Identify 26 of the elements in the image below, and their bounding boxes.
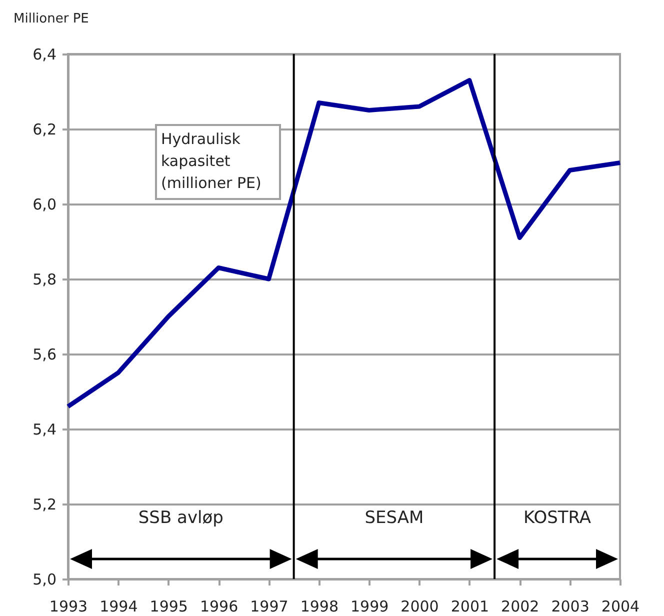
x-tick-label: 2001 [450,598,490,616]
y-tick-label: 6,0 [32,196,56,214]
x-tick-label: 1993 [49,598,88,616]
x-tick-label: 1997 [250,598,288,616]
annotation: SSB avløp [138,508,224,528]
x-tick-label: 1994 [100,598,138,616]
x-tick-label: 1996 [200,598,238,616]
x-tick-label: 2004 [601,598,640,616]
x-tick-label: 2000 [400,598,439,616]
annotation: KOSTRA [524,508,592,528]
x-tick-label: 2003 [551,598,590,616]
y-axis-title: Millioner PE [14,12,89,26]
x-tick-label: 1999 [350,598,389,616]
y-tick-label: 5,0 [32,570,56,588]
x-tick-label: 1995 [150,598,188,616]
y-tick-label: 6,4 [32,46,56,64]
y-tick-label: 6,2 [32,120,56,138]
annotation: SESAM [364,508,424,528]
y-tick-label: 5,6 [32,346,56,364]
y-tick-label: 5,4 [32,420,56,438]
line-series [66,78,622,409]
y-tick-label: 5,8 [32,270,56,288]
annotation: Hydraulisk kapasitet (millioner PE) [155,124,282,200]
x-tick-label: 2002 [501,598,540,616]
y-tick-label: 5,2 [32,496,56,514]
x-tick-label: 1998 [300,598,339,616]
